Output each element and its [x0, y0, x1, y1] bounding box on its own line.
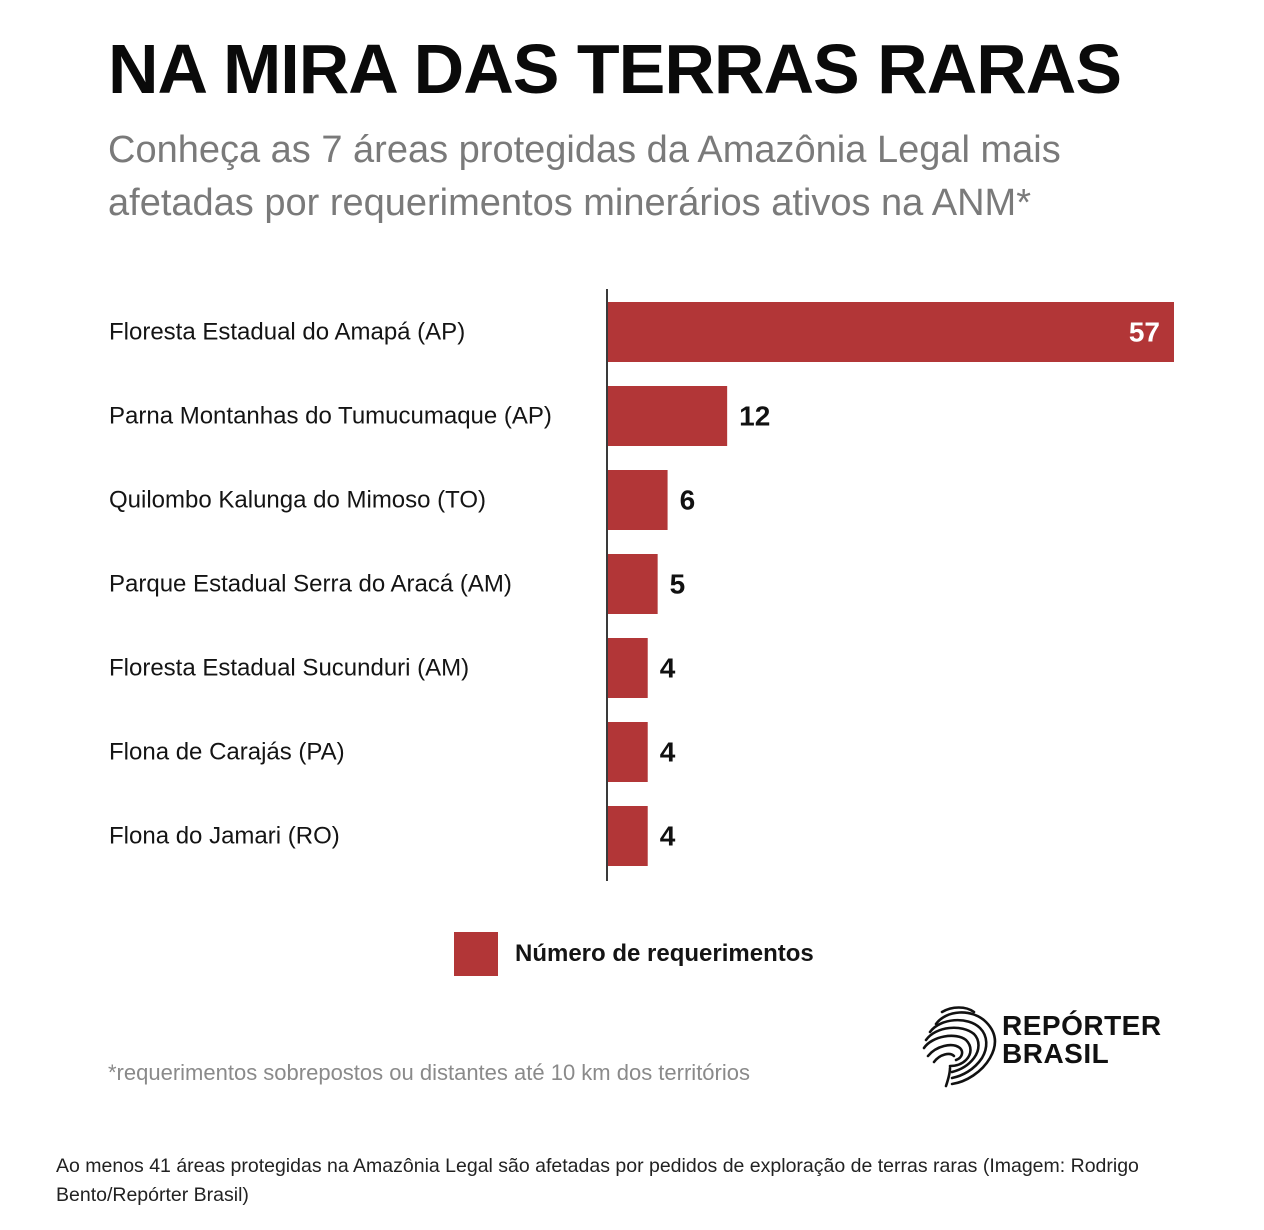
bar [608, 638, 648, 698]
category-label: Parque Estadual Serra do Aracá (AM) [109, 571, 512, 598]
bar [608, 806, 648, 866]
legend: Número de requerimentos [454, 932, 814, 976]
value-label: 57 [1129, 317, 1160, 348]
value-label: 4 [660, 821, 676, 852]
legend-label: Número de requerimentos [515, 940, 814, 967]
bar [608, 302, 1174, 362]
category-label: Flona do Jamari (RO) [109, 823, 340, 850]
bar [608, 386, 728, 446]
bars [608, 302, 1174, 866]
category-label: Parna Montanhas do Tumucumaque (AP) [109, 403, 552, 430]
logo-line-1: REPÓRTER [1002, 1010, 1162, 1041]
bar-chart: Floresta Estadual do Amapá (AP) Parna Mon… [109, 289, 1174, 881]
chart-title: NA MIRA DAS TERRAS RARAS [108, 30, 1122, 108]
category-label: Floresta Estadual do Amapá (AP) [109, 319, 465, 346]
category-labels: Floresta Estadual do Amapá (AP) Parna Mon… [109, 319, 552, 850]
category-label: Flona de Carajás (PA) [109, 739, 345, 766]
logo-wordmark: REPÓRTER BRASIL [1002, 1012, 1162, 1068]
legend-swatch [454, 932, 498, 976]
value-labels: 57 12 6 5 4 4 4 [660, 317, 1160, 852]
category-label: Quilombo Kalunga do Mimoso (TO) [109, 487, 486, 514]
value-label: 5 [670, 569, 686, 600]
logo-line-2: BRASIL [1002, 1038, 1110, 1069]
bar [608, 470, 668, 530]
value-label: 6 [680, 485, 696, 516]
chart-subtitle: Conheça as 7 áreas protegidas da Amazôni… [108, 129, 1061, 224]
bar [608, 722, 648, 782]
value-label: 12 [739, 401, 770, 432]
category-label: Floresta Estadual Sucunduri (AM) [109, 655, 469, 682]
brazil-fingerprint-icon [922, 1006, 997, 1088]
value-label: 4 [660, 653, 676, 684]
reporter-brasil-logo: REPÓRTER BRASIL [916, 1004, 1186, 1088]
footnote: *requerimentos sobrepostos ou distantes … [108, 1060, 750, 1085]
bar [608, 554, 658, 614]
value-label: 4 [660, 737, 676, 768]
image-caption: Ao menos 41 áreas protegidas na Amazônia… [56, 1155, 1139, 1206]
